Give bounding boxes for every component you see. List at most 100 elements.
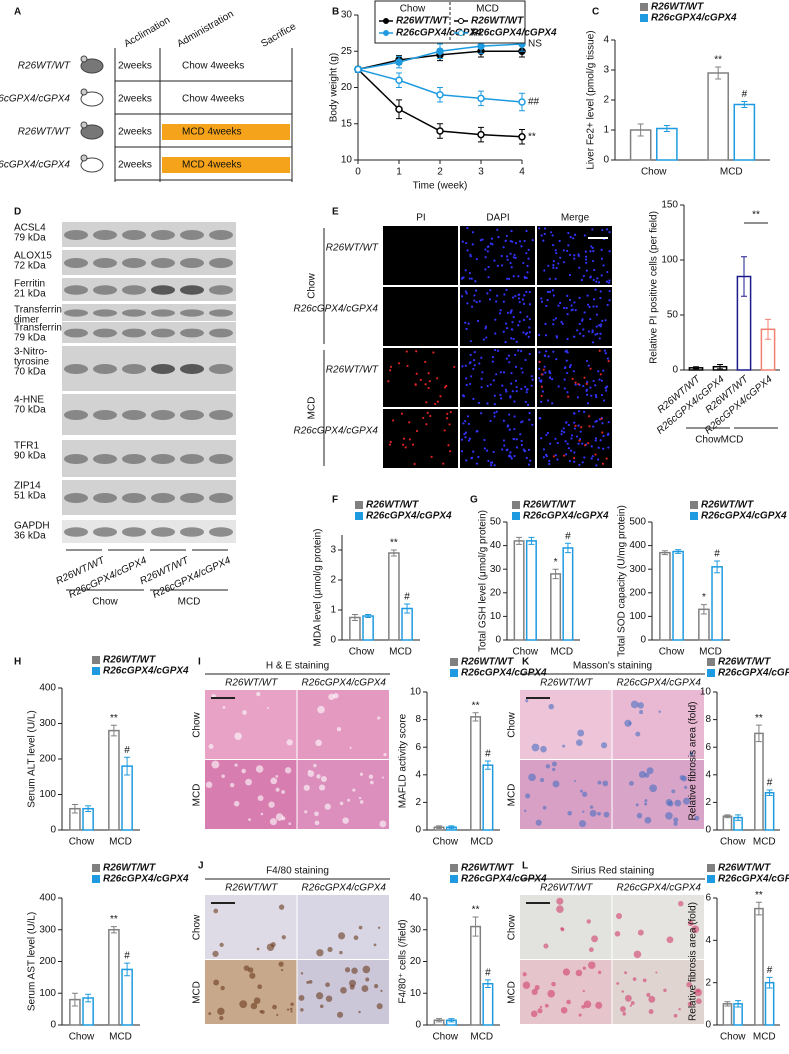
protein-label: ZIP14	[14, 481, 41, 492]
cell-dot	[546, 299, 549, 302]
cell-dot	[525, 229, 528, 233]
cell-dot	[495, 300, 498, 303]
panel-letter: F	[332, 495, 338, 506]
error-bar	[436, 1018, 443, 1023]
blot-band	[122, 364, 146, 374]
legend-label: R26WT/WT	[103, 863, 156, 874]
cell-dot	[561, 322, 564, 325]
image-row-label: Chow	[192, 914, 203, 940]
cell-dot	[523, 294, 526, 297]
tissue-spot	[361, 985, 369, 993]
tissue-spot	[333, 693, 339, 699]
cell-dot	[594, 394, 597, 397]
bar	[121, 968, 133, 1026]
cell-dot	[493, 259, 496, 262]
tissue-spot	[349, 979, 357, 987]
cell-dot	[608, 299, 611, 302]
cell-dot	[573, 421, 576, 424]
cell-dot	[559, 256, 562, 259]
cell-dot	[506, 425, 509, 428]
cell-dot	[439, 395, 442, 398]
cell-dot	[463, 432, 466, 436]
y-tick-label: 6	[705, 742, 711, 753]
tissue-spot	[377, 716, 381, 720]
x-tick-label: MCD	[720, 167, 743, 178]
y-tick-label: 400	[39, 683, 56, 694]
cell-dot	[473, 351, 476, 354]
legend-group: MCD	[476, 4, 499, 15]
tissue-spot	[213, 979, 220, 986]
cell-dot	[434, 402, 437, 406]
cell-dot	[389, 440, 392, 444]
significance-label: #	[742, 89, 748, 100]
tissue-spot	[556, 897, 564, 905]
cell-dot	[508, 277, 511, 280]
tissue-spot	[339, 801, 344, 806]
cell-dot	[465, 327, 468, 331]
blot-band	[180, 258, 204, 268]
y-tick-label: 200	[629, 587, 646, 598]
cell-dot	[540, 394, 543, 398]
cell-dot	[512, 275, 515, 278]
legend-marker	[383, 18, 389, 24]
cell-dot	[518, 240, 522, 243]
cell-dot	[548, 371, 551, 374]
cell-dot	[521, 298, 525, 301]
y-tick-label: 500	[629, 517, 646, 528]
legend-marker	[383, 30, 389, 36]
protein-label: 4-HNE	[14, 395, 44, 406]
legend-label: R26cGPX4/cGPX4	[523, 511, 609, 522]
genotype-label: R26WT/WT	[18, 61, 71, 72]
cell-dot	[531, 239, 534, 242]
y-tick-label: 3	[330, 545, 336, 556]
protein-label: tyrosine	[14, 357, 49, 368]
cell-dot	[419, 378, 422, 381]
tissue-spot	[211, 760, 220, 769]
cell-dot	[492, 379, 495, 382]
cell-dot	[608, 250, 611, 253]
tissue-spot	[288, 822, 292, 826]
cell-dot	[528, 418, 531, 421]
cell-dot	[509, 252, 512, 255]
cell-dot	[464, 290, 468, 293]
tissue-spot	[632, 977, 637, 982]
tissue-spot	[275, 775, 279, 778]
legend-label: R26cGPX4/cGPX4	[718, 668, 789, 679]
cell-dot	[470, 456, 474, 459]
cell-dot	[545, 453, 548, 457]
cell-dot	[547, 355, 550, 358]
cell-dot	[493, 348, 497, 352]
y-tick-label: 50	[490, 517, 502, 528]
cell-dot	[475, 462, 479, 465]
cell-dot	[565, 453, 568, 456]
tissue-spot	[597, 780, 602, 785]
blot-band	[122, 285, 146, 295]
error-bar	[765, 318, 771, 340]
cell-dot	[486, 245, 490, 249]
tissue-spot	[205, 781, 213, 789]
blot-band	[180, 328, 204, 338]
blot-strip	[62, 346, 236, 391]
cell-dot	[568, 459, 571, 463]
cell-dot	[480, 356, 483, 359]
legend-swatch	[450, 658, 458, 666]
cell-dot	[564, 440, 567, 443]
legend-group: Chow	[400, 4, 426, 15]
cell-dot	[503, 293, 506, 296]
fluorescence-image	[383, 287, 458, 346]
cell-dot	[517, 297, 521, 300]
y-tick-label: 300	[39, 924, 56, 935]
tissue-spot	[543, 943, 549, 949]
cell-dot	[606, 357, 610, 360]
cell-dot	[565, 421, 568, 424]
mouse-ear	[80, 55, 88, 63]
significance-label: **	[110, 713, 118, 724]
mouse-icon	[80, 157, 104, 173]
legend-swatch	[450, 864, 458, 872]
cell-dot	[567, 447, 571, 450]
tissue-spot	[260, 1010, 265, 1014]
genotype-label: R26WT/WT	[18, 127, 71, 138]
cell-dot	[600, 274, 603, 277]
cell-dot	[591, 455, 594, 458]
cell-dot	[572, 237, 575, 240]
